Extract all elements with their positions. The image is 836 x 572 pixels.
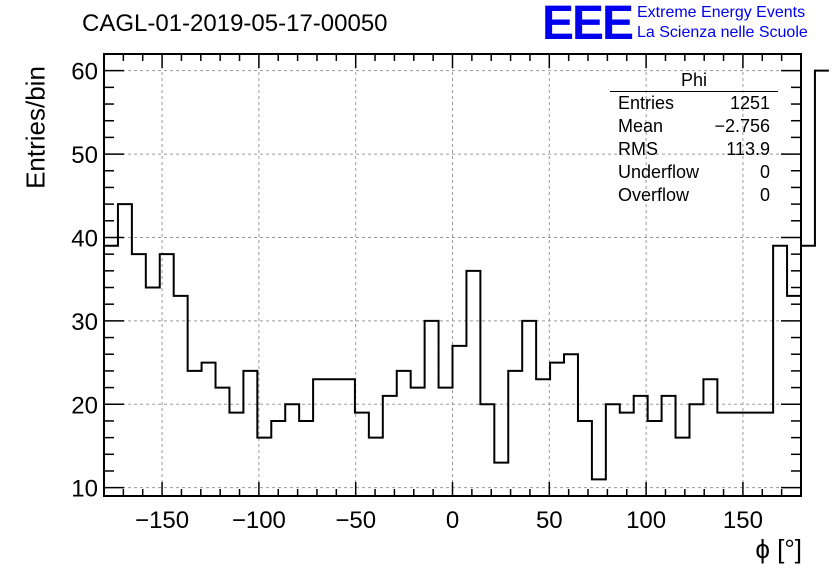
x-tick-label: 100 — [626, 507, 666, 534]
x-tick-label: 150 — [723, 507, 763, 534]
stats-row-rms: RMS 113.9 — [610, 138, 778, 161]
stats-row-mean: Mean −2.756 — [610, 115, 778, 138]
stats-label: Mean — [618, 116, 664, 136]
stats-row-entries: Entries 1251 — [610, 92, 778, 115]
stats-label: Underflow — [618, 162, 700, 182]
stats-value: 0 — [759, 185, 770, 205]
histogram-step-line — [104, 69, 829, 481]
y-tick-label: 50 — [71, 142, 98, 169]
logo-subtitle-line1: Extreme Energy Events — [637, 4, 806, 21]
logo-subtitle-line2: La Scienza nelle Scuole — [637, 24, 808, 41]
stats-row-overflow: Overflow 0 — [610, 184, 778, 207]
y-tick-label: 10 — [71, 476, 98, 503]
stats-box-title: Phi — [610, 70, 778, 92]
stats-box: Phi Entries 1251 Mean −2.756 RMS 113.9 U… — [610, 70, 778, 207]
stats-row-underflow: Underflow 0 — [610, 161, 778, 184]
y-tick-label: 60 — [71, 59, 98, 86]
stats-label: RMS — [618, 139, 658, 159]
plot-title: CAGL-01-2019-05-17-00050 — [82, 10, 388, 37]
x-tick-label: −50 — [335, 507, 376, 534]
axis-tick-labels: −150 −100 −50 0 50 100 150 10 20 30 40 50 60 — [71, 59, 763, 534]
eee-logo: EEE — [542, 0, 634, 50]
y-tick-label: 30 — [71, 309, 98, 336]
stats-value: 113.9 — [726, 139, 770, 159]
x-axis-label: ϕ [°] — [755, 534, 802, 564]
stats-label: Entries — [618, 93, 675, 113]
x-tick-label: −100 — [232, 507, 286, 534]
stats-label: Overflow — [618, 185, 690, 205]
axis-ticks — [103, 53, 802, 496]
x-tick-label: 50 — [536, 507, 563, 534]
stats-value: 1251 — [729, 93, 770, 113]
x-tick-label: 0 — [446, 507, 459, 534]
y-tick-label: 40 — [71, 225, 98, 252]
y-tick-label: 20 — [71, 392, 98, 419]
stats-value: −2.756 — [714, 116, 770, 136]
stats-value: 0 — [759, 162, 770, 182]
x-tick-label: −150 — [135, 507, 189, 534]
